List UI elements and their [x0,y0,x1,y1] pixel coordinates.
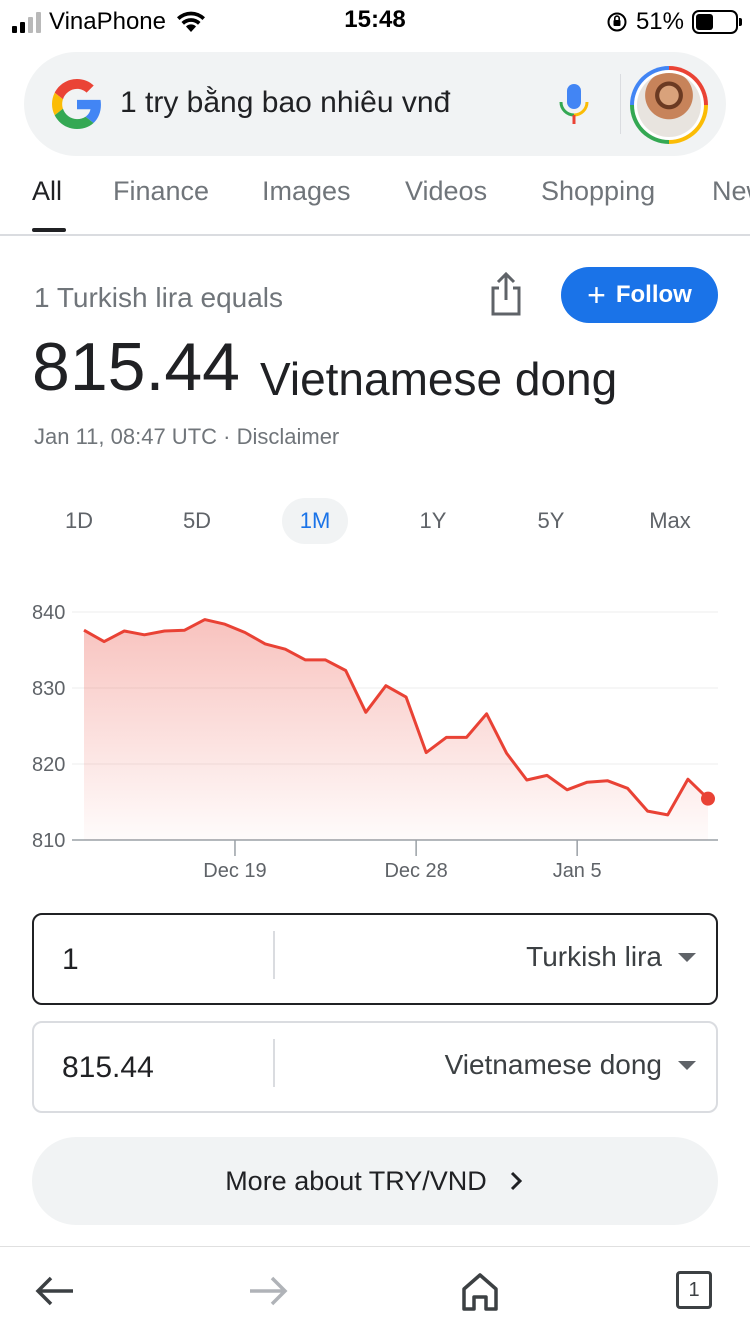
wifi-icon [177,11,205,32]
home-icon[interactable] [458,1269,502,1313]
from-currency-select[interactable]: Turkish lira [526,941,662,972]
y-tick-label: 830 [32,678,65,700]
orientation-lock-icon [607,12,627,32]
chevron-down-icon[interactable] [678,953,696,962]
current-value-dot [701,791,715,806]
carrier-name: VinaPhone [49,8,166,35]
chevron-right-icon [510,1171,522,1191]
search-bar[interactable]: 1 try bằng bao nhiêu vnđ [24,52,726,156]
tab-finance[interactable]: Finance [113,176,210,206]
search-divider [620,74,621,134]
forward-arrow-icon[interactable] [246,1269,290,1313]
more-about-label: More about TRY/VND [225,1165,487,1196]
range-1y[interactable]: 1Y [419,508,447,533]
back-arrow-icon[interactable] [33,1269,77,1313]
tab-news[interactable]: New [712,176,750,206]
divider [273,1039,275,1087]
y-tick-label: 840 [32,602,65,624]
range-5d[interactable]: 5D [182,508,212,533]
tab-videos[interactable]: Videos [405,176,488,206]
to-currency-select[interactable]: Vietnamese dong [444,1049,662,1080]
x-tick-label: Dec 28 [384,860,447,882]
rate-value: 815.44 [32,329,240,405]
active-tab-indicator [32,228,66,232]
equals-text: 1 Turkish lira equals [34,282,284,313]
status-bar: VinaPhone 15:48 51% [0,0,750,40]
from-currency-box[interactable]: 1 Turkish lira [32,913,718,1005]
range-5y[interactable]: 5Y [537,508,565,533]
chart-area [84,619,708,840]
range-1d[interactable]: 1D [64,508,94,533]
account-avatar[interactable] [630,66,708,144]
chart-line [83,618,710,817]
follow-button[interactable]: + Follow [561,267,718,323]
avatar [637,73,701,137]
tab-images[interactable]: Images [262,176,351,206]
plus-icon: + [587,277,606,313]
tab-shopping[interactable]: Shopping [541,176,656,206]
rate-unit: Vietnamese dong [260,353,618,405]
to-amount-input[interactable]: 815.44 [62,1051,154,1084]
from-amount-input[interactable]: 1 [62,943,79,976]
x-tick-label: Dec 19 [203,860,266,882]
timestamp[interactable]: Jan 11, 08:47 UTC · Disclaimer [34,424,340,449]
signal-icon [12,11,41,33]
search-query[interactable]: 1 try bằng bao nhiêu vnđ [120,86,451,119]
y-tick-label: 810 [32,830,65,852]
x-tick-label: Jan 5 [553,860,602,882]
y-tick-label: 820 [32,754,65,776]
range-max[interactable]: Max [649,508,691,533]
chevron-down-icon[interactable] [678,1061,696,1070]
google-logo-icon [52,79,101,129]
exchange-rate-chart[interactable]: 840 830 820 810 Dec 19 Dec 28 Jan 5 [0,590,750,890]
mic-icon[interactable] [556,80,592,128]
search-tabs: All Finance Images Videos Shopping New [0,170,750,236]
range-1m[interactable]: 1M [282,498,348,544]
share-icon[interactable] [486,270,526,318]
tabs-count-button[interactable]: 1 [676,1271,712,1309]
follow-label: Follow [615,281,692,308]
browser-toolbar [0,1246,750,1334]
battery-icon [692,10,742,34]
tab-all[interactable]: All [32,176,63,206]
battery-percent: 51% [635,8,684,35]
to-currency-box[interactable]: 815.44 Vietnamese dong [32,1021,718,1113]
clock: 15:48 [344,6,406,33]
more-about-button[interactable]: More about TRY/VND [32,1137,718,1225]
divider [273,931,275,979]
